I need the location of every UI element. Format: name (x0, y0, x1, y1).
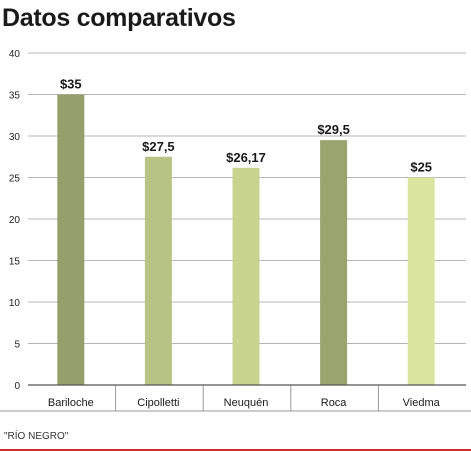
x-tick-label: Viedma (403, 397, 441, 409)
y-tick-label: 5 (14, 340, 20, 351)
data-label: $29,5 (317, 122, 350, 137)
y-tick-labels: 0 5 10 15 20 25 30 35 40 (9, 49, 21, 392)
bars (57, 94, 435, 385)
x-tick-label: Roca (321, 397, 348, 409)
x-tick-label: Bariloche (48, 397, 94, 409)
bottom-rule (0, 449, 471, 451)
bar-cipolletti (144, 156, 172, 385)
x-tick-label: Cipolletti (137, 397, 179, 409)
bar-viedma (407, 177, 435, 385)
y-tick-label: 20 (9, 215, 21, 226)
data-label: $26,17 (226, 150, 266, 165)
data-label: $25 (410, 160, 432, 175)
y-tick-label: 40 (9, 49, 21, 60)
x-axis: Bariloche Cipolletti Neuquén Roca Viedma (0, 384, 471, 412)
bar-neuquén (232, 167, 260, 385)
data-label: $35 (60, 77, 82, 92)
y-tick-label: 35 (9, 91, 21, 102)
data-label: $27,5 (142, 139, 175, 154)
y-tick-label: 25 (9, 174, 21, 185)
bar-roca (320, 140, 348, 385)
chart-title: Datos comparativos (2, 4, 236, 32)
y-tick-label: 10 (9, 298, 21, 309)
y-tick-label: 15 (9, 257, 21, 268)
y-tick-label: 0 (14, 381, 20, 392)
bar-bariloche (57, 94, 85, 385)
y-tick-label: 30 (9, 132, 21, 143)
x-tick-label: Neuquén (224, 397, 269, 409)
data-labels: $35 $27,5 $26,17 $29,5 $25 (60, 77, 432, 175)
source-credit: "RÍO NEGRO" (4, 431, 69, 442)
